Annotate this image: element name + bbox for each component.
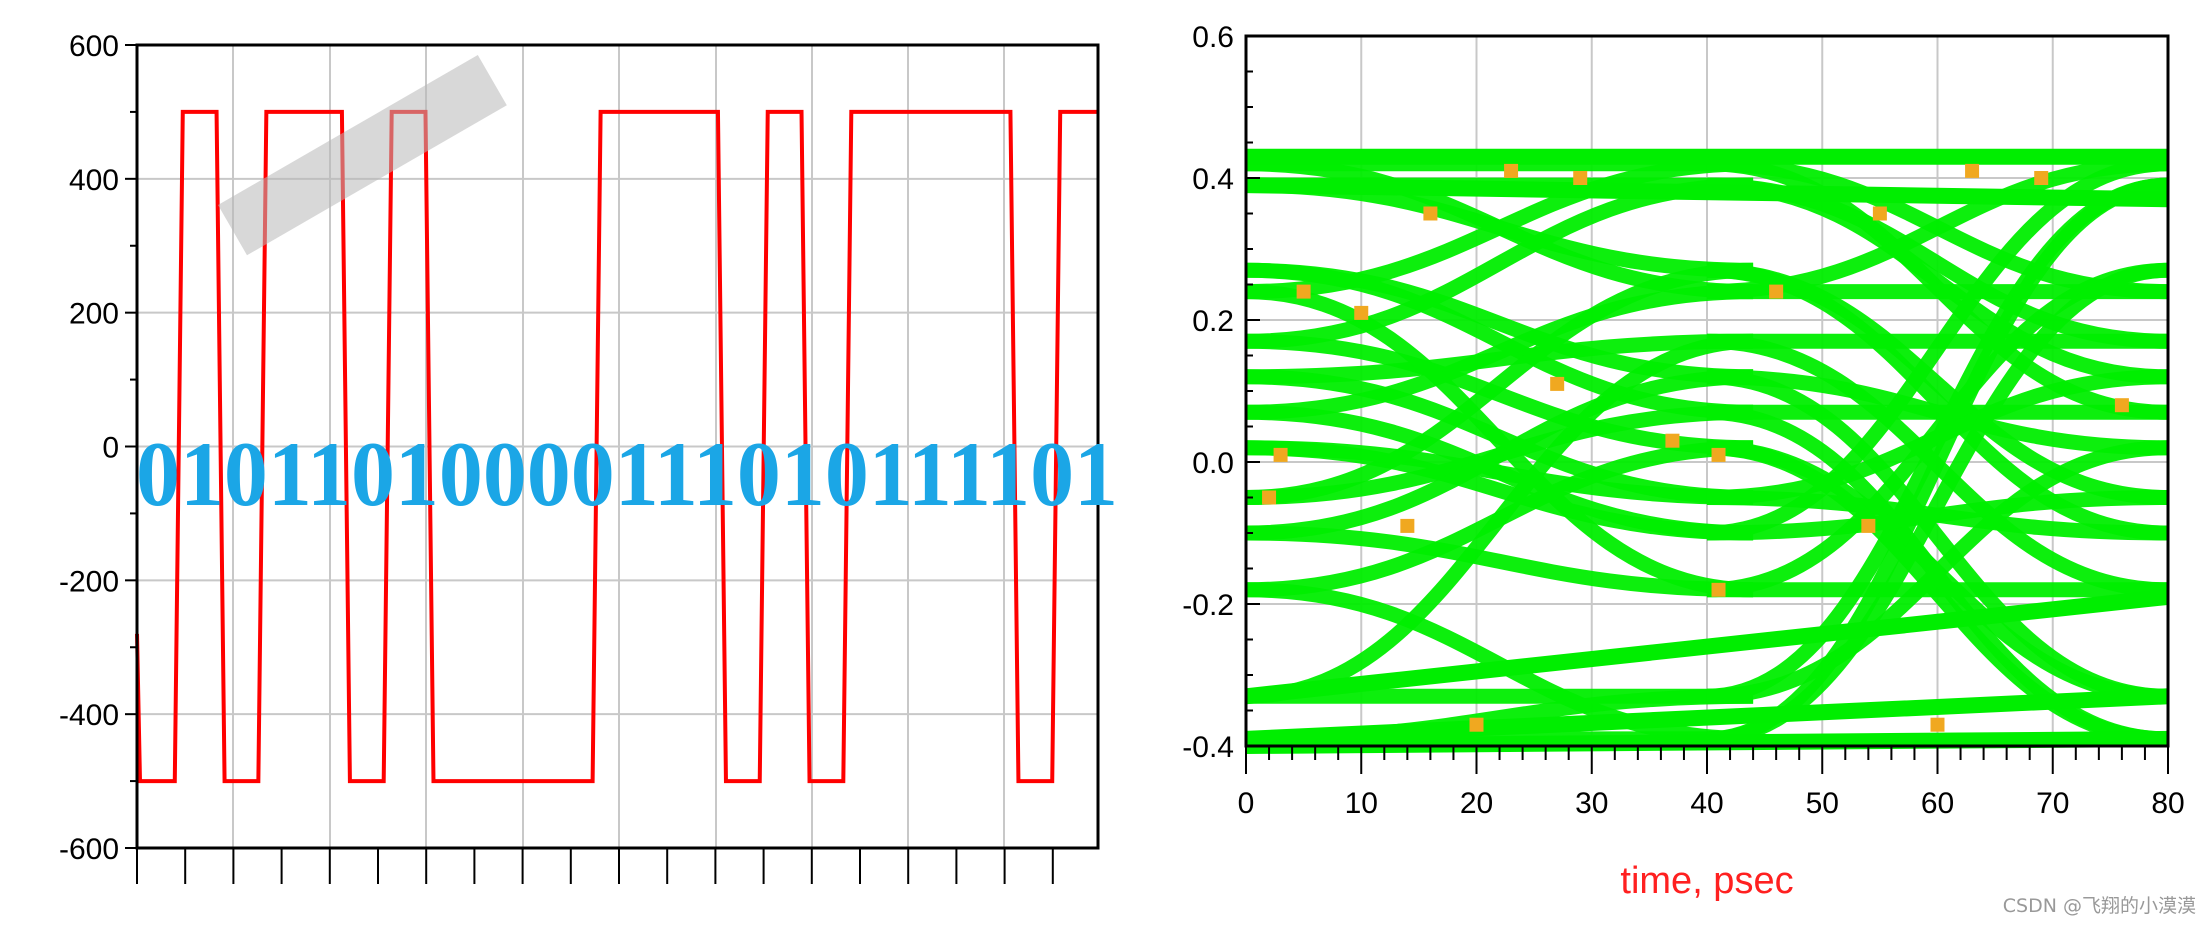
eye-trace: [1245, 369, 1754, 505]
waveform-y-tick-label: 400: [69, 164, 119, 197]
eye-crossing-marker: [1550, 376, 1565, 391]
eye-crossing-marker: [1296, 284, 1311, 299]
waveform-y-tick-label: 600: [69, 30, 119, 63]
eye-x-tick-label: 50: [1806, 787, 1839, 820]
eye-trace: [1706, 369, 2169, 704]
eye-crossing-marker: [1262, 490, 1277, 505]
eye-x-tick-label: 70: [2036, 787, 2069, 820]
waveform-y-tick-label: -400: [59, 699, 119, 732]
eye-crossing-marker: [1354, 305, 1369, 320]
eye-crossing-marker: [1504, 163, 1519, 178]
highlight-rect: [218, 55, 507, 256]
eye-crossing-marker: [1965, 163, 1980, 178]
eye-trace: [1245, 262, 1754, 505]
eye-crossing-marker: [1769, 284, 1784, 299]
eye-crossing-marker: [1861, 518, 1876, 533]
eye-y-tick-label: -0.4: [1182, 731, 1234, 764]
eye-trace: [1245, 440, 1754, 541]
eye-rail: [1245, 177, 2169, 208]
eye-diagram-chart: 0.6 0.4 0.2 0.0 -0.2 -0.4 0 10 20 30 40 50 60 70 80 t…: [1182, 21, 2184, 902]
eye-x-tick-label: 20: [1460, 787, 1493, 820]
eye-x-tick-label: 60: [1921, 787, 1954, 820]
eye-y-tick-label: -0.2: [1182, 589, 1234, 622]
eye-frame: [1244, 34, 2170, 748]
eye-trace: [1245, 333, 1754, 704]
eye-traces: [1245, 148, 2169, 754]
eye-trace: [1706, 440, 2169, 704]
eye-trace: [1245, 262, 1754, 420]
eye-crossing-marker: [1711, 582, 1726, 597]
eye-trace: [1245, 525, 1754, 598]
waveform-y-tick-label: -600: [59, 833, 119, 866]
waveform-axes: [125, 43, 1100, 884]
eye-y-tick-labels: 0.6 0.4 0.2 0.0 -0.2 -0.4: [1182, 21, 1234, 764]
waveform-y-tick-labels: 600 400 200 0 -200 -400 -600: [59, 30, 119, 866]
eye-rail: [1245, 588, 2169, 705]
eye-trace: [1706, 156, 2169, 300]
eye-x-tick-label: 40: [1690, 787, 1723, 820]
eye-y-tick-label: 0.0: [1192, 447, 1234, 480]
eye-crossing-marker: [2034, 171, 2049, 185]
eye-x-tick-label: 30: [1575, 787, 1608, 820]
eye-crossing-marker: [1423, 206, 1438, 221]
waveform-frame: [135, 43, 1100, 850]
eye-crossing-marker: [1872, 206, 1887, 221]
waveform-chart: 600 400 200 0 -200 -400 -600 01011010000111010…: [59, 30, 1118, 884]
eye-crossing-marker: [1273, 447, 1288, 462]
eye-y-tick-label: 0.4: [1192, 163, 1234, 196]
eye-x-axis-label: time, psec: [1620, 860, 1793, 902]
eye-crossing-marker: [1573, 171, 1588, 185]
eye-x-tick-labels: 0 10 20 30 40 50 60 70 80: [1238, 787, 2185, 820]
eye-trace: [1706, 369, 2169, 505]
waveform-y-tick-label: 200: [69, 298, 119, 331]
eye-rail: [1245, 688, 2169, 747]
eye-trace: [1245, 284, 1754, 420]
bit-sequence-label: 01011010000111010111101: [136, 423, 1118, 525]
eye-crossing-marker: [1930, 717, 1945, 732]
watermark: CSDN @飞翔的小漠漠: [2003, 895, 2196, 917]
eye-trace: [1245, 369, 1754, 541]
eye-x-tick-label: 10: [1345, 787, 1378, 820]
waveform-y-tick-label: -200: [59, 565, 119, 598]
eye-crossing-marker: [1400, 518, 1415, 533]
eye-y-tick-label: 0.6: [1192, 21, 1234, 54]
eye-x-tick-label: 0: [1238, 787, 1255, 820]
waveform-line: [135, 109, 1098, 784]
waveform-y-tick-label: 0: [102, 432, 119, 465]
eye-crossing-marker: [1711, 447, 1726, 462]
eye-x-tick-label: 80: [2151, 787, 2184, 820]
eye-crossing-marker: [2114, 398, 2129, 413]
waveform-trace: [135, 109, 1098, 784]
highlight-bar: [218, 55, 507, 256]
eye-crossing-marker: [1665, 433, 1680, 448]
eye-axes: [1244, 34, 2170, 774]
eye-crossing-marker: [1469, 717, 1484, 732]
eye-y-tick-label: 0.2: [1192, 305, 1234, 338]
